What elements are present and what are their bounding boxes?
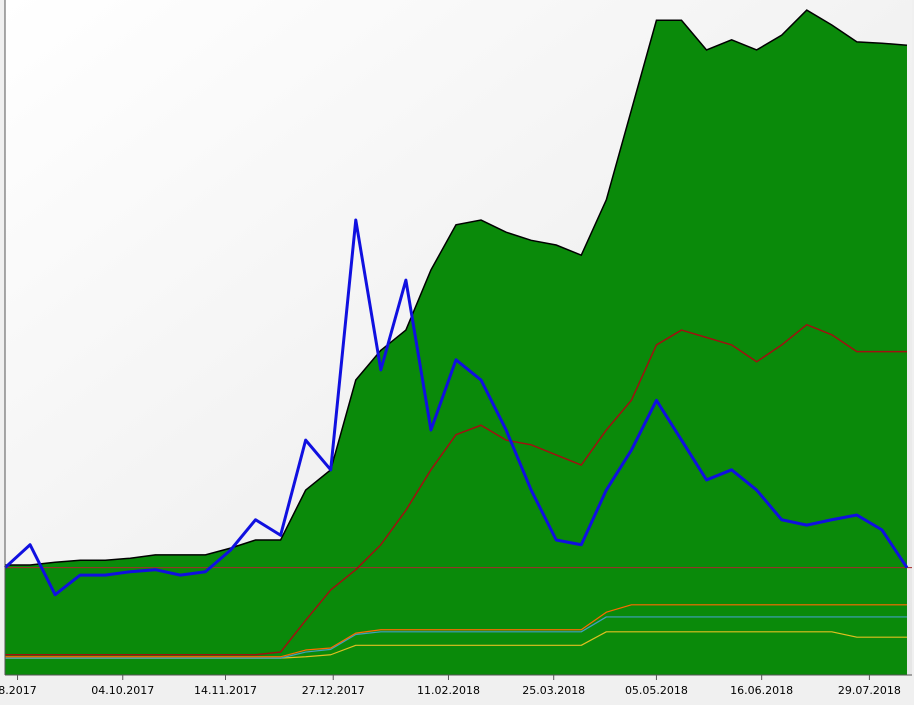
series-line [3,218,909,597]
x-tick-label: 27.12.2017 [302,684,365,697]
series-line [5,323,907,656]
series-line [5,616,907,659]
x-tick-label: 14.11.2017 [194,684,257,697]
x-tick-label: 8.2017 [0,684,37,697]
x-tick-label: 16.06.2018 [730,684,793,697]
x-tick-label: 11.02.2018 [417,684,480,697]
x-tick-label: 04.10.2017 [91,684,154,697]
x-tick-label: 29.07.2018 [838,684,901,697]
x-tick-label: 05.05.2018 [625,684,688,697]
x-tick-label: 25.03.2018 [522,684,585,697]
equity-area [5,10,907,675]
series-line [5,604,907,658]
equity-outline [5,9,908,566]
